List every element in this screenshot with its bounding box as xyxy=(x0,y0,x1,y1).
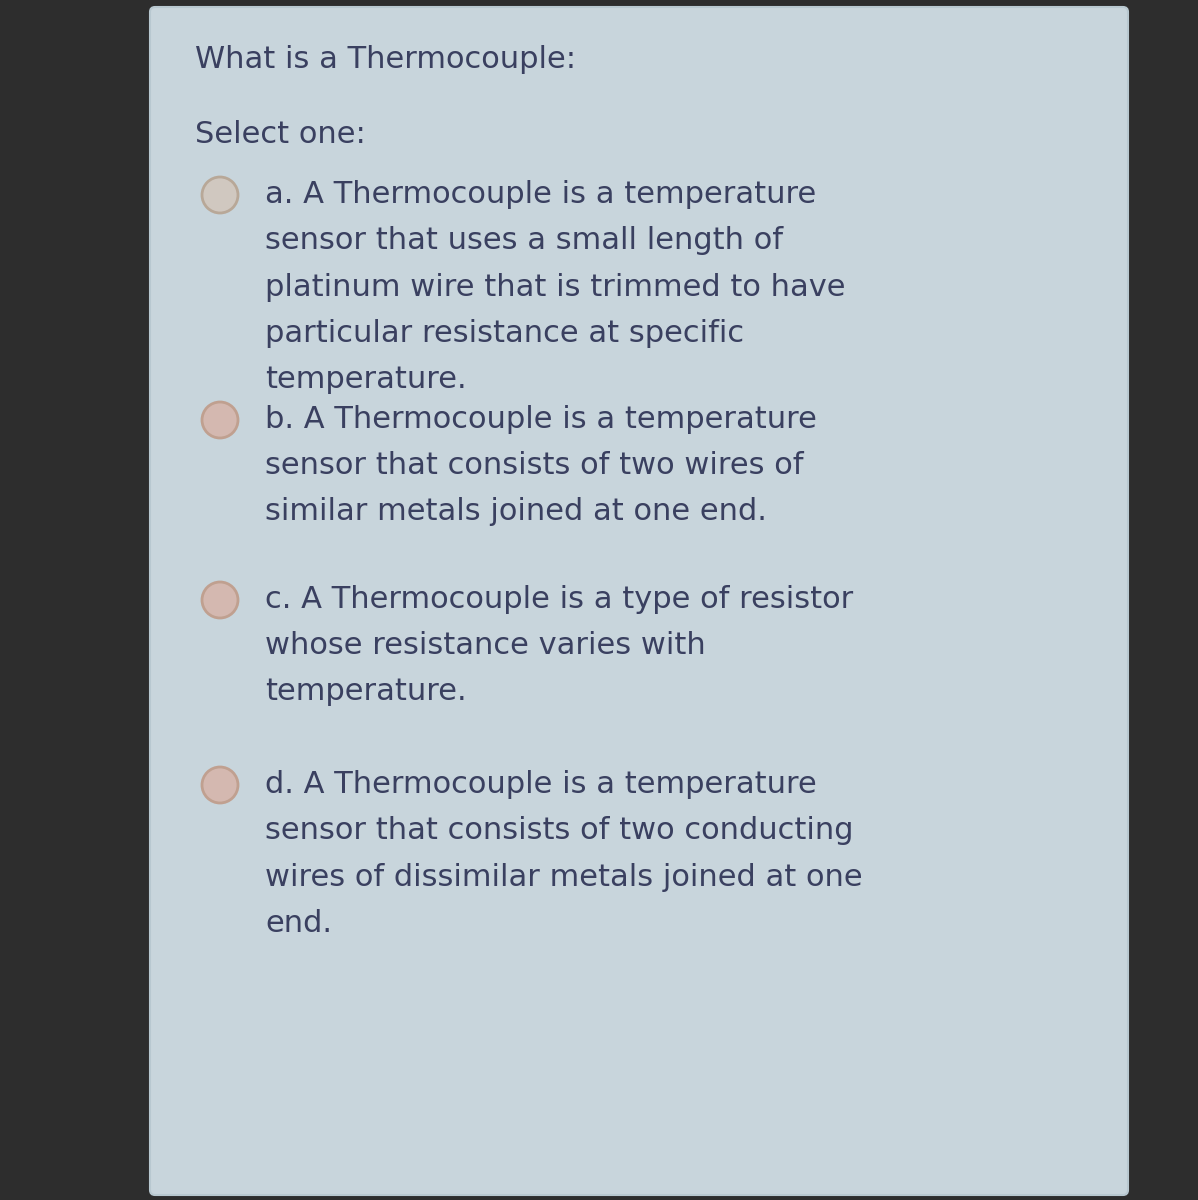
Circle shape xyxy=(202,176,238,214)
Text: What is a Thermocouple:: What is a Thermocouple: xyxy=(195,44,576,74)
FancyBboxPatch shape xyxy=(150,7,1129,1195)
Text: d. A Thermocouple is a temperature
sensor that consists of two conducting
wires : d. A Thermocouple is a temperature senso… xyxy=(265,770,863,937)
Circle shape xyxy=(202,582,238,618)
Circle shape xyxy=(202,402,238,438)
Circle shape xyxy=(202,767,238,803)
Text: Select one:: Select one: xyxy=(195,120,365,149)
Text: a. A Thermocouple is a temperature
sensor that uses a small length of
platinum w: a. A Thermocouple is a temperature senso… xyxy=(265,180,846,394)
Text: b. A Thermocouple is a temperature
sensor that consists of two wires of
similar : b. A Thermocouple is a temperature senso… xyxy=(265,404,817,527)
Text: c. A Thermocouple is a type of resistor
whose resistance varies with
temperature: c. A Thermocouple is a type of resistor … xyxy=(265,584,853,707)
